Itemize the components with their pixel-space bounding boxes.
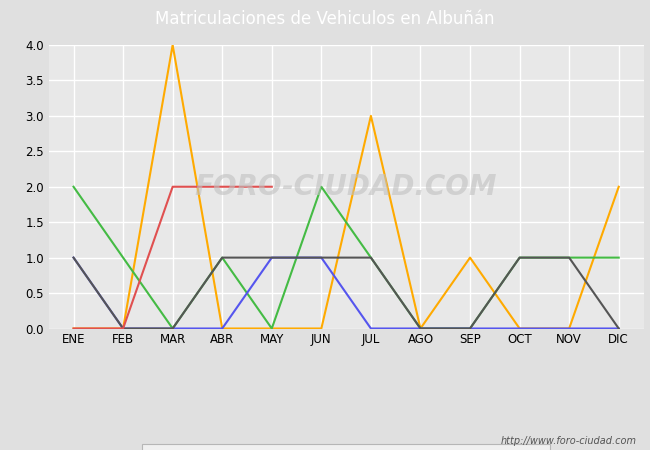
Text: FORO-CIUDAD.COM: FORO-CIUDAD.COM bbox=[195, 173, 497, 201]
Text: Matriculaciones de Vehiculos en Albuñán: Matriculaciones de Vehiculos en Albuñán bbox=[155, 10, 495, 28]
Legend: 2024, 2023, 2022, 2021, 2020: 2024, 2023, 2022, 2021, 2020 bbox=[142, 444, 551, 450]
Text: http://www.foro-ciudad.com: http://www.foro-ciudad.com bbox=[501, 436, 637, 446]
